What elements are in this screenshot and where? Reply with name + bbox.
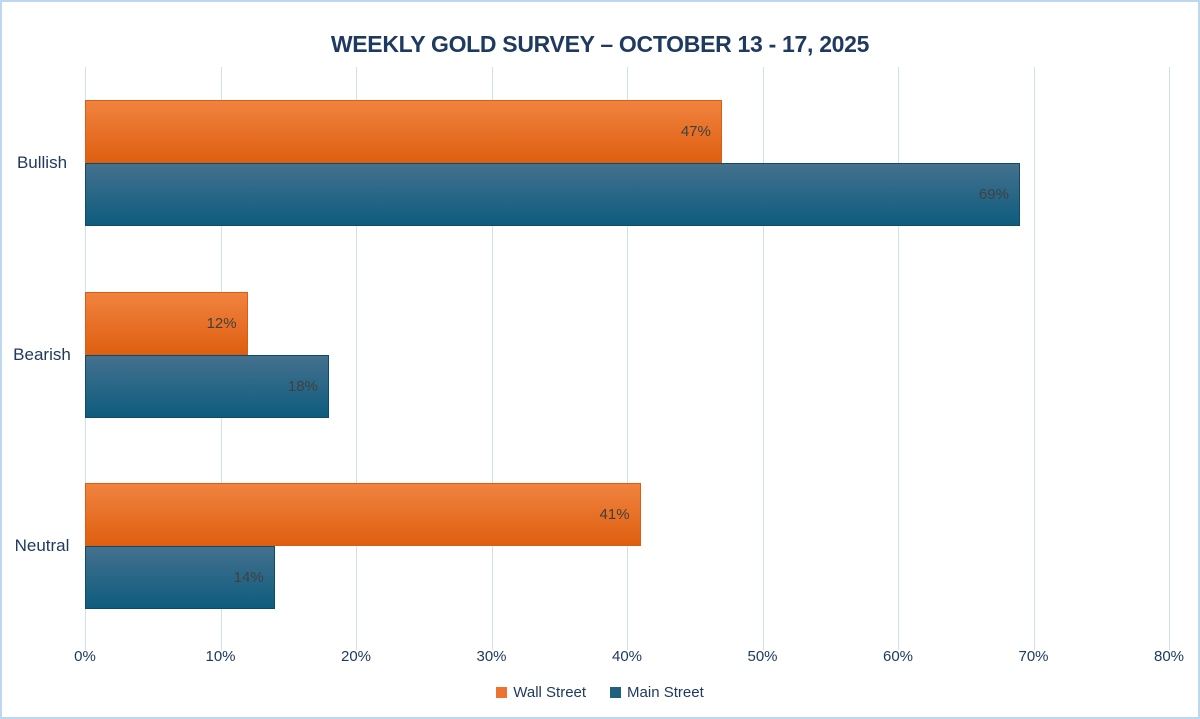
- legend-label: Wall Street: [513, 684, 587, 701]
- x-tick-label: 10%: [205, 648, 236, 665]
- x-tick-label: 60%: [882, 648, 914, 665]
- legend-item-main-street: Main Street: [610, 684, 704, 701]
- gridline: [762, 67, 764, 650]
- bar-wall-street-neutral: 41%: [85, 483, 641, 547]
- x-tick-label: 30%: [476, 648, 507, 665]
- gridline: [627, 67, 628, 650]
- bar-value-label: 41%: [599, 506, 630, 524]
- bar-wall-street-bearish: 12%: [85, 291, 248, 355]
- category-label-bullish: Bullish: [16, 152, 68, 172]
- category-label-bearish: Bearish: [13, 344, 71, 364]
- legend-label: Main Street: [627, 684, 704, 701]
- bar-value-label: 69%: [978, 185, 1009, 203]
- bar-main-street-bearish: 18%: [85, 354, 329, 418]
- x-tick-label: 50%: [747, 648, 778, 665]
- bar-main-street-bullish: 69%: [85, 162, 1020, 226]
- bar-value-label: 18%: [287, 377, 318, 395]
- x-tick-label: 20%: [340, 648, 372, 665]
- bar-main-street-neutral: 14%: [85, 546, 275, 610]
- legend-item-wall-street: Wall Street: [496, 684, 586, 701]
- gridline: [491, 67, 493, 650]
- x-tick-label: 80%: [1153, 648, 1185, 665]
- bar-wall-street-bullish: 47%: [85, 99, 722, 163]
- gridline: [1033, 67, 1035, 650]
- legend-swatch-main-street: [610, 687, 622, 698]
- chart-title: WEEKLY GOLD SURVEY – OCTOBER 13 - 17, 20…: [330, 31, 870, 57]
- x-tick-label: 0%: [74, 648, 96, 665]
- gridline: [356, 67, 357, 650]
- x-tick-label: 40%: [611, 648, 643, 665]
- gridline: [898, 67, 899, 650]
- category-label-neutral: Neutral: [14, 536, 70, 556]
- x-tick-label: 70%: [1018, 648, 1049, 665]
- legend: Wall Street Main Street: [2, 684, 1198, 701]
- gridline: [1169, 67, 1170, 650]
- bar-value-label: 12%: [206, 314, 237, 332]
- plot-area: 47% 69% 12% 18% 41% 14%: [85, 67, 1170, 650]
- bar-value-label: 14%: [233, 569, 264, 587]
- legend-swatch-wall-street: [496, 687, 508, 698]
- bar-value-label: 47%: [680, 122, 711, 140]
